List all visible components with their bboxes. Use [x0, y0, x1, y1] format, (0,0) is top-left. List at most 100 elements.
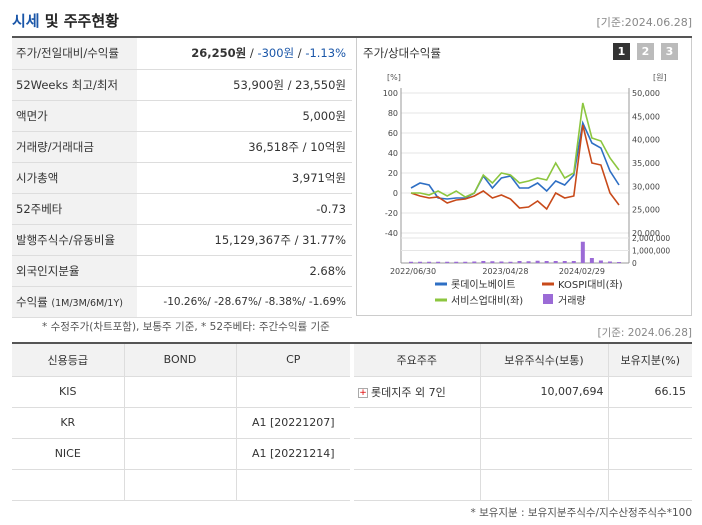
stock-info-table: 주가/전일대비/수익률 26,250원 / -300원 / -1.13% 52W…	[12, 38, 352, 318]
chart-page-1-button[interactable]: 1	[613, 43, 630, 60]
volume-bar	[589, 258, 594, 263]
info-value: -0.73	[137, 193, 352, 225]
cell	[607, 437, 692, 470]
table-row: KR A1 [20221207]	[12, 406, 350, 439]
column-header: CP	[235, 344, 350, 377]
cell	[354, 468, 481, 501]
cell: NICE	[12, 437, 125, 470]
x-tick-label: 2024/02/29	[559, 267, 605, 276]
volume-bar	[418, 261, 423, 263]
left-axis-unit: [%]	[387, 73, 401, 82]
volume-bar	[580, 241, 585, 263]
table-header-row: 신용등급 BOND CP	[12, 344, 350, 377]
reference-date: [기준:2024.06.28]	[596, 16, 692, 29]
right-tick-label: 25,000	[632, 206, 660, 215]
volume-bar	[517, 261, 522, 263]
holder-name: 롯데지주 외 7인	[371, 385, 446, 399]
table-row	[354, 468, 692, 501]
x-tick-label: 2022/06/30	[390, 267, 436, 276]
volume-bar	[617, 262, 621, 263]
chart-panel: 주가/상대수익률 1 2 3 [%] [원] 100 80 60 40 20 0 -20 -40 5…	[356, 38, 692, 316]
right-tick-label: 20,000	[632, 229, 660, 238]
x-tick-label: 2023/04/28	[482, 267, 528, 276]
volume-bar	[481, 261, 486, 263]
table-row: + 롯데지주 외 7인 10,007,694 66.15	[354, 375, 692, 408]
volume-bar	[553, 261, 558, 263]
table-row: 52Weeks 최고/최저 53,900원 / 23,550원	[12, 69, 352, 101]
cell	[235, 468, 350, 501]
cell: 10,007,694	[479, 375, 609, 408]
column-header: 보유주식수(보통)	[479, 344, 609, 377]
volume-bar	[598, 260, 603, 263]
right-tick-label: 50,000	[632, 89, 660, 98]
series-line	[410, 120, 620, 200]
table-row: 52주베타 -0.73	[12, 193, 352, 225]
volume-bar	[562, 261, 567, 263]
legend-label: 롯데이노베이트	[451, 279, 515, 291]
series-line	[411, 102, 620, 198]
legend-label: KOSPI대비(좌)	[558, 279, 623, 291]
right-tick-label: 30,000	[632, 182, 660, 191]
volume-bar	[454, 261, 459, 263]
cell	[123, 468, 237, 501]
cell	[479, 468, 609, 501]
holder-name-cell[interactable]: + 롯데지주 외 7인	[354, 375, 481, 408]
current-price: 26,250원	[191, 46, 247, 61]
info-label: 외국인지분율	[12, 255, 137, 287]
chart-page-2-button[interactable]: 2	[637, 43, 654, 60]
cell: KR	[12, 406, 125, 439]
column-header: 주요주주	[354, 344, 481, 377]
section-header: 시세 및 주주현황 [기준:2024.06.28]	[12, 10, 692, 32]
top-divider	[12, 36, 692, 38]
volume-bar	[409, 261, 413, 263]
cell	[479, 406, 609, 439]
price-rate: -1.13%	[305, 46, 346, 61]
info-value: 15,129,367주 / 31.77%	[137, 224, 352, 256]
footnote-chart: * 수정주가(차트포함), 보통주 기준, * 52주베타: 주간수익률 기준	[42, 321, 330, 333]
table-row: NICE A1 [20221214]	[12, 437, 350, 470]
table-row: 시가총액 3,971억원	[12, 162, 352, 194]
volume-bar	[463, 261, 468, 263]
legend-swatch	[543, 294, 553, 304]
cell	[235, 375, 350, 408]
stock-chart: [%] [원] 100 80 60 40 20 0 -20 -40 50,000 45,000 40,0…	[383, 73, 671, 307]
cell	[123, 406, 237, 439]
volume-bar	[427, 261, 432, 263]
cell	[123, 375, 237, 408]
chart-title: 주가/상대수익률	[363, 46, 441, 60]
volume-bar	[544, 261, 549, 263]
section-title-rest: 및 주주현황	[44, 12, 119, 30]
volume-tick-label: 1,000,000	[632, 247, 670, 256]
footnote-date: [기준: 2024.06.28]	[597, 327, 692, 339]
volume-bar	[607, 261, 612, 263]
right-tick-label: 35,000	[632, 159, 660, 168]
info-value: 2.68%	[137, 255, 352, 287]
cell: 66.15	[607, 375, 692, 408]
table-row: 발행주식수/유동비율 15,129,367주 / 31.77%	[12, 224, 352, 256]
cell	[607, 406, 692, 439]
left-tick-label: 40	[388, 149, 398, 158]
return-label: 수익률	[16, 294, 48, 309]
info-label: 액면가	[12, 100, 137, 132]
table-row	[354, 406, 692, 439]
footnote-holdings: * 보유지분 : 보유지분주식수/지수산정주식수*100	[470, 507, 692, 519]
volume-tick-label: 0	[632, 259, 637, 268]
cell: A1 [20221214]	[235, 437, 350, 470]
section-title-blue: 시세	[12, 12, 40, 30]
bottom-divider	[12, 342, 692, 344]
info-label: 수익률 (1M/3M/6M/1Y)	[12, 286, 137, 318]
left-tick-label: 20	[388, 169, 398, 178]
table-row: 주가/전일대비/수익률 26,250원 / -300원 / -1.13%	[12, 38, 352, 70]
expand-plus-icon[interactable]: +	[358, 387, 368, 398]
left-tick-label: -20	[385, 209, 398, 218]
price-change: -300원	[257, 46, 295, 61]
table-row: 거래량/거래대금 36,518주 / 10억원	[12, 131, 352, 163]
right-axis-unit: [원]	[653, 73, 667, 82]
volume-bar	[571, 261, 576, 263]
series-line	[410, 124, 620, 211]
shareholders-table: 주요주주 보유주식수(보통) 보유지분(%) + 롯데지주 외 7인 10,007…	[354, 344, 692, 501]
info-value: 3,971억원	[137, 162, 352, 194]
chart-page-3-button[interactable]: 3	[661, 43, 678, 60]
info-label: 발행주식수/유동비율	[12, 224, 137, 256]
info-label: 52Weeks 최고/최저	[12, 69, 137, 101]
